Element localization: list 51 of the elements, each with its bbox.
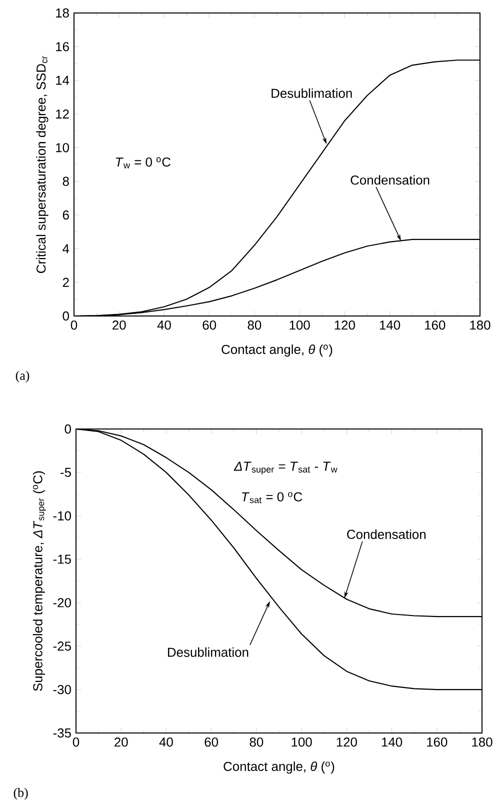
x-tick-label: 80	[248, 320, 262, 330]
y-tick-label: -5	[60, 468, 71, 477]
x-tick-label: 60	[202, 320, 216, 330]
y-tick-label: 6	[62, 210, 69, 220]
x-tick-label: 60	[204, 738, 218, 747]
annotation: Desublimation	[272, 88, 352, 98]
y-tick-label: 18	[56, 8, 69, 18]
y-tick-label: 12	[56, 109, 69, 119]
annotation: Condensation	[350, 175, 430, 185]
x-tick-label: 160	[425, 320, 446, 330]
y-tick-label: 0	[62, 311, 69, 321]
x-tick-label: 140	[380, 320, 400, 330]
x-tick-label: 100	[292, 738, 312, 747]
annotation: ΔT$_{super}$ = T$_{sat}$ - T$_{w}$	[234, 462, 338, 474]
annotation: Condensation	[347, 529, 426, 539]
x-tick-label: 80	[250, 738, 264, 747]
y-tick-label: 4	[62, 244, 70, 254]
y-tick-label: 8	[62, 176, 69, 186]
x-tick-label: 100	[290, 320, 310, 330]
y-tick-label: 14	[56, 76, 70, 85]
x-tick-label: 20	[112, 320, 126, 330]
x-tick-label: 20	[114, 738, 128, 747]
x-tick-label: 0	[72, 738, 80, 747]
text: (b)	[14, 788, 28, 800]
y-tick-label: -25	[53, 642, 71, 651]
y-tick-label: 2	[62, 278, 69, 287]
x-tick-label: 120	[334, 320, 355, 330]
annotation: T$_{sat}$ = 0 $^{o}$C	[242, 492, 302, 504]
x-tick-label: 180	[472, 738, 492, 747]
y-tick-label: -20	[53, 598, 71, 608]
y-axis-title: Supercooled temperature, ΔT$_{super}$ ($^{o}$C)	[32, 471, 46, 691]
x-tick-label: 140	[382, 738, 402, 747]
y-tick-label: 10	[56, 143, 69, 152]
x-tick-label: 180	[470, 320, 490, 330]
x-tick-label: 40	[157, 320, 171, 330]
x-axis-title: Contact angle, θ ($^{o}$)	[224, 762, 334, 774]
y-axis-title: Critical supersaturation degree, SSD$_{cr}$	[36, 56, 48, 273]
y-tick-label: -35	[53, 728, 71, 738]
y-tick-label: -10	[53, 511, 71, 520]
annotation: Desublimation	[168, 647, 248, 657]
x-tick-label: 0	[70, 320, 78, 330]
x-tick-label: 40	[159, 738, 173, 747]
text: (a)	[16, 370, 30, 382]
y-tick-label: 0	[64, 424, 71, 434]
annotation: T$_{w}$ = 0 $^{o}$C	[116, 157, 170, 168]
y-tick-label: -15	[53, 554, 71, 564]
y-tick-label: 16	[56, 42, 69, 52]
x-tick-label: 120	[336, 738, 357, 747]
x-axis-title: Contact angle, θ ($^{o}$)	[222, 344, 332, 357]
x-tick-label: 160	[427, 738, 448, 747]
y-tick-label: -30	[53, 684, 71, 694]
